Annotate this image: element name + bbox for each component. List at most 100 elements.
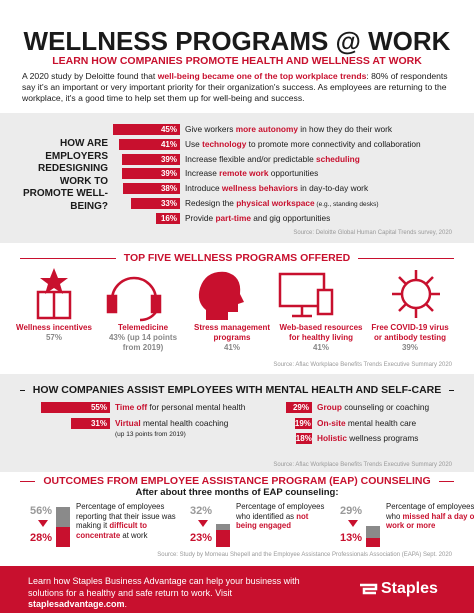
text: for personal mental health — [147, 402, 246, 412]
highlight: technology — [202, 138, 247, 149]
stat: 39% — [401, 343, 418, 352]
row-text: Time off for personal mental health — [115, 402, 245, 413]
row-text: On-site mental health care — [317, 418, 416, 429]
intro: A 2020 study by Deloitte found that well… — [22, 71, 454, 104]
bar: 39% — [121, 153, 180, 165]
source: Source: Aflac Workplace Benefits Trends … — [273, 362, 452, 368]
program-name: Web-based resources for healthy living — [279, 323, 363, 342]
bar-label: 39% — [160, 154, 177, 164]
program-name: Stress management programs — [193, 323, 271, 342]
program-stat: 41% — [189, 343, 275, 353]
section-heading: HOW COMPANIES ASSIST EMPLOYEES WITH MENT… — [20, 384, 454, 396]
row-text: Give workers more autonomy in how they d… — [185, 124, 392, 135]
bar: 16% — [156, 212, 180, 224]
panel — [0, 113, 474, 243]
highlight: well-being became one of the top workpla… — [157, 71, 367, 81]
program-name: Free COVID-19 virus or antibody testing — [371, 323, 449, 342]
text: Give workers — [185, 124, 236, 134]
text: in how they do their work — [297, 124, 393, 134]
program-name: Wellness incentives — [16, 323, 92, 332]
program: Web-based resources for healthy living 41… — [278, 323, 364, 353]
bar: 19% — [294, 417, 312, 429]
highlight: scheduling — [315, 153, 360, 164]
text: Provide — [185, 212, 216, 223]
text: and gig opportunities — [250, 212, 331, 223]
stat-note: (up 14 points from 2019) — [122, 333, 178, 352]
eap-text: Percentage of employees reporting that t… — [76, 502, 176, 540]
bar: 39% — [121, 168, 180, 180]
subtitle: LEARN HOW COMPANIES PROMOTE HEALTH AND W… — [52, 55, 422, 67]
text: Percentage of employees reporting that t… — [76, 502, 176, 531]
text: Percentage of employees who — [386, 502, 474, 521]
highlight: more autonomy — [235, 124, 298, 134]
bar-label: 31% — [90, 418, 107, 428]
highlight: not being engaged — [236, 511, 309, 531]
program-stat: 43% (up 14 points from 2019) — [100, 333, 186, 353]
eap-subtitle: After about three months of EAP counseli… — [135, 487, 339, 498]
highlight: remote work — [219, 168, 269, 179]
bar: 45% — [112, 124, 180, 135]
program: Free COVID-19 virus or antibody testing 3… — [367, 323, 453, 353]
highlight: missed half a day of work or more — [386, 511, 474, 531]
headset-icon — [106, 276, 162, 322]
source: Source: Deloitte Global Human Capital Tr… — [293, 230, 452, 236]
row-text: Virtual mental health coaching (up 13 poi… — [115, 418, 228, 440]
row-text: Holistic wellness programs — [317, 433, 418, 444]
stat: 43% — [108, 333, 125, 342]
after-bar — [56, 526, 70, 547]
program-stat: 57% — [11, 333, 97, 343]
text: Increase flexible and/or predictable — [185, 153, 316, 164]
text: Redesign the — [185, 198, 237, 208]
highlight: Virtual — [115, 417, 141, 428]
text: : 80% of respondents say it's an importa… — [22, 71, 448, 103]
virus-icon — [392, 270, 440, 318]
source: Source: Study by Morneau Shepell and the… — [157, 552, 452, 558]
after-label: 13% — [339, 532, 362, 544]
question: HOW ARE EMPLOYERS REDESIGNING WORK TO PR… — [23, 138, 108, 212]
head-icon — [198, 271, 244, 320]
logo: Staples — [381, 580, 438, 597]
row-text: Increase remote work opportunities — [185, 168, 318, 179]
bar-label: 16% — [160, 213, 177, 223]
highlight: staplesadvantage.com — [28, 599, 125, 609]
highlight: part-time — [215, 212, 251, 223]
highlight: Holistic — [317, 433, 347, 443]
arrow — [348, 520, 358, 527]
text: A 2020 study by Deloitte found that — [22, 71, 158, 81]
bar-label: 41% — [160, 139, 177, 149]
icons — [36, 268, 440, 322]
text: in day-to-day work — [298, 183, 369, 194]
heading-text: HOW COMPANIES ASSIST EMPLOYEES WITH MENT… — [32, 384, 442, 396]
heading-text: OUTCOMES FROM EMPLOYEE ASSISTANCE PROGRA… — [43, 475, 431, 487]
program-name: Telemedicine — [117, 323, 169, 332]
program: Telemedicine 43% (up 14 points from 2019) — [100, 323, 186, 353]
logo-mark — [360, 583, 378, 595]
row-text: Increase flexible and/or predictable sch… — [185, 154, 360, 165]
text: counseling or coaching — [341, 402, 430, 412]
bar-label: 18% — [295, 434, 312, 443]
bar-label: 55% — [90, 403, 107, 412]
before-label: 56% — [29, 505, 52, 517]
row-text: Redesign the physical workspace (e.g., s… — [185, 198, 379, 210]
text: Percentage of employees who identified a… — [236, 502, 325, 521]
text: mental health coaching — [140, 417, 229, 428]
section-heading: OUTCOMES FROM EMPLOYEE ASSISTANCE PROGRA… — [20, 475, 455, 487]
bar: 38% — [123, 183, 180, 195]
eap-text: Percentage of employees who identified a… — [236, 502, 328, 531]
bar-label: 38% — [160, 184, 177, 194]
program: Wellness incentives 57% — [11, 323, 97, 343]
bar: 31% — [71, 417, 110, 429]
bar: 41% — [118, 138, 180, 150]
highlight: Time off — [115, 402, 148, 412]
highlight: physical workspace — [236, 198, 315, 208]
after-label: 28% — [29, 532, 52, 544]
text: opportunities — [268, 168, 319, 179]
footer: Learn how Staples Business Advantage can… — [0, 566, 474, 613]
program-stat: 39% — [367, 343, 453, 353]
row-text: Introduce wellness behaviors in day-to-d… — [185, 183, 368, 194]
bar: 18% — [295, 433, 312, 444]
footer-text: Learn how Staples Business Advantage can… — [28, 576, 328, 611]
program: Stress management programs 41% — [189, 323, 275, 353]
text: to promote more connectivity and collabo… — [246, 138, 421, 149]
bar: 55% — [41, 402, 110, 413]
